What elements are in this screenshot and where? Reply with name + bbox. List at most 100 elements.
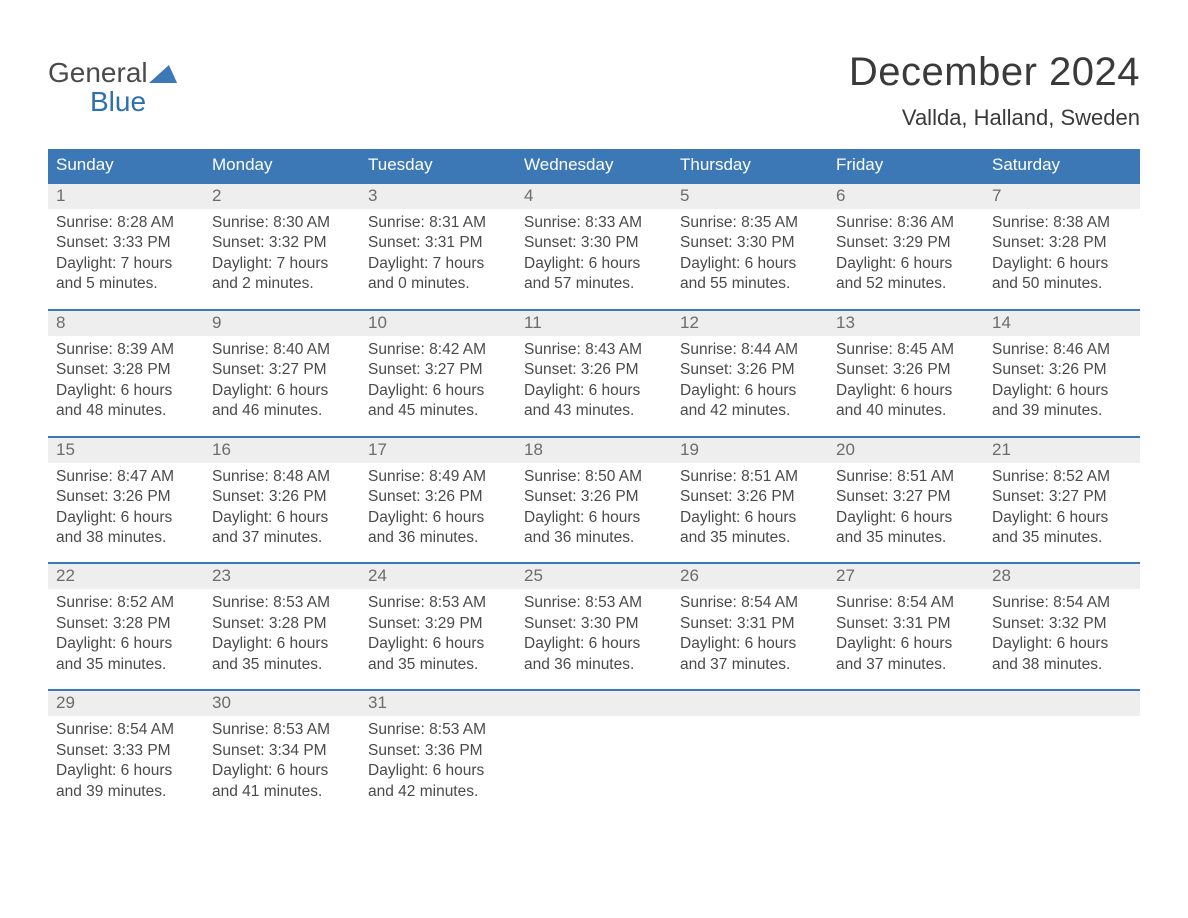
page-subtitle: Vallda, Halland, Sweden	[849, 105, 1140, 131]
day-details: Sunrise: 8:43 AMSunset: 3:26 PMDaylight:…	[522, 336, 666, 422]
sunset-line: Sunset: 3:28 PM	[56, 614, 198, 634]
sunset-line: Sunset: 3:28 PM	[992, 233, 1134, 253]
day-details: Sunrise: 8:30 AMSunset: 3:32 PMDaylight:…	[210, 209, 354, 295]
day-cell: Sunrise: 8:35 AMSunset: 3:30 PMDaylight:…	[672, 209, 828, 295]
daylight-line-2: and 39 minutes.	[992, 401, 1134, 421]
daylight-line-1: Daylight: 6 hours	[56, 761, 198, 781]
day-details	[522, 716, 666, 720]
day-number	[834, 691, 978, 696]
day-number: 10	[366, 311, 510, 336]
daylight-line-1: Daylight: 7 hours	[212, 254, 354, 274]
day-number-cell	[984, 691, 1140, 716]
sunset-line: Sunset: 3:26 PM	[56, 487, 198, 507]
day-details: Sunrise: 8:53 AMSunset: 3:28 PMDaylight:…	[210, 589, 354, 675]
daylight-line-2: and 35 minutes.	[680, 528, 822, 548]
sunrise-line: Sunrise: 8:52 AM	[56, 593, 198, 613]
day-number-cell: 15	[48, 438, 204, 463]
daylight-line-1: Daylight: 6 hours	[680, 381, 822, 401]
day-number-cell: 28	[984, 564, 1140, 589]
daylight-line-1: Daylight: 6 hours	[368, 508, 510, 528]
daylight-line-1: Daylight: 6 hours	[836, 254, 978, 274]
day-number-row: 1234567	[48, 182, 1140, 209]
sunset-line: Sunset: 3:27 PM	[368, 360, 510, 380]
sunset-line: Sunset: 3:26 PM	[680, 360, 822, 380]
day-number: 20	[834, 438, 978, 463]
sunset-line: Sunset: 3:31 PM	[836, 614, 978, 634]
sunrise-line: Sunrise: 8:52 AM	[992, 467, 1134, 487]
sunset-line: Sunset: 3:27 PM	[212, 360, 354, 380]
day-cell: Sunrise: 8:54 AMSunset: 3:32 PMDaylight:…	[984, 589, 1140, 675]
day-body-row: Sunrise: 8:54 AMSunset: 3:33 PMDaylight:…	[48, 716, 1140, 802]
day-cell: Sunrise: 8:36 AMSunset: 3:29 PMDaylight:…	[828, 209, 984, 295]
sunset-line: Sunset: 3:26 PM	[212, 487, 354, 507]
day-number-cell: 7	[984, 184, 1140, 209]
day-number-cell: 31	[360, 691, 516, 716]
day-number: 2	[210, 184, 354, 209]
day-cell	[672, 716, 828, 802]
day-details	[678, 716, 822, 720]
daylight-line-1: Daylight: 6 hours	[992, 508, 1134, 528]
daylight-line-2: and 37 minutes.	[836, 655, 978, 675]
sunset-line: Sunset: 3:27 PM	[836, 487, 978, 507]
sunrise-line: Sunrise: 8:50 AM	[524, 467, 666, 487]
day-cell	[828, 716, 984, 802]
day-details: Sunrise: 8:47 AMSunset: 3:26 PMDaylight:…	[54, 463, 198, 549]
daylight-line-1: Daylight: 6 hours	[524, 254, 666, 274]
logo-flag-icon	[149, 65, 183, 83]
day-number: 25	[522, 564, 666, 589]
day-cell: Sunrise: 8:47 AMSunset: 3:26 PMDaylight:…	[48, 463, 204, 549]
calendar-page: General Blue December 2024 Vallda, Halla…	[0, 0, 1188, 832]
day-number-cell	[672, 691, 828, 716]
sunset-line: Sunset: 3:29 PM	[368, 614, 510, 634]
calendar-week: 22232425262728Sunrise: 8:52 AMSunset: 3:…	[48, 562, 1140, 675]
day-number-cell: 11	[516, 311, 672, 336]
daylight-line-2: and 36 minutes.	[524, 655, 666, 675]
daylight-line-2: and 35 minutes.	[212, 655, 354, 675]
day-details: Sunrise: 8:33 AMSunset: 3:30 PMDaylight:…	[522, 209, 666, 295]
day-cell: Sunrise: 8:53 AMSunset: 3:28 PMDaylight:…	[204, 589, 360, 675]
sunrise-line: Sunrise: 8:44 AM	[680, 340, 822, 360]
daylight-line-2: and 52 minutes.	[836, 274, 978, 294]
sunrise-line: Sunrise: 8:31 AM	[368, 213, 510, 233]
day-number-cell: 10	[360, 311, 516, 336]
daylight-line-2: and 0 minutes.	[368, 274, 510, 294]
day-number: 11	[522, 311, 666, 336]
day-number: 30	[210, 691, 354, 716]
daylight-line-1: Daylight: 6 hours	[368, 634, 510, 654]
sunset-line: Sunset: 3:32 PM	[212, 233, 354, 253]
title-block: December 2024 Vallda, Halland, Sweden	[849, 50, 1140, 131]
day-number-cell: 16	[204, 438, 360, 463]
day-cell: Sunrise: 8:53 AMSunset: 3:34 PMDaylight:…	[204, 716, 360, 802]
sunrise-line: Sunrise: 8:53 AM	[524, 593, 666, 613]
sunset-line: Sunset: 3:29 PM	[836, 233, 978, 253]
day-cell: Sunrise: 8:38 AMSunset: 3:28 PMDaylight:…	[984, 209, 1140, 295]
sunrise-line: Sunrise: 8:54 AM	[992, 593, 1134, 613]
day-number-cell: 24	[360, 564, 516, 589]
day-details: Sunrise: 8:28 AMSunset: 3:33 PMDaylight:…	[54, 209, 198, 295]
day-number-cell: 22	[48, 564, 204, 589]
weekday-header: Wednesday	[516, 149, 672, 182]
sunrise-line: Sunrise: 8:49 AM	[368, 467, 510, 487]
calendar-week: 891011121314Sunrise: 8:39 AMSunset: 3:28…	[48, 309, 1140, 422]
day-cell: Sunrise: 8:52 AMSunset: 3:28 PMDaylight:…	[48, 589, 204, 675]
daylight-line-2: and 35 minutes.	[368, 655, 510, 675]
sunset-line: Sunset: 3:34 PM	[212, 741, 354, 761]
daylight-line-2: and 38 minutes.	[992, 655, 1134, 675]
day-number-cell: 29	[48, 691, 204, 716]
day-number: 3	[366, 184, 510, 209]
day-details: Sunrise: 8:53 AMSunset: 3:36 PMDaylight:…	[366, 716, 510, 802]
weekday-header: Tuesday	[360, 149, 516, 182]
daylight-line-1: Daylight: 6 hours	[368, 381, 510, 401]
day-number-cell: 14	[984, 311, 1140, 336]
daylight-line-1: Daylight: 6 hours	[992, 634, 1134, 654]
sunrise-line: Sunrise: 8:28 AM	[56, 213, 198, 233]
day-body-row: Sunrise: 8:52 AMSunset: 3:28 PM Daylight:…	[48, 589, 1140, 675]
day-cell: Sunrise: 8:49 AMSunset: 3:26 PMDaylight:…	[360, 463, 516, 549]
sunset-line: Sunset: 3:36 PM	[368, 741, 510, 761]
day-number: 23	[210, 564, 354, 589]
daylight-line-1: Daylight: 6 hours	[524, 508, 666, 528]
day-number: 21	[990, 438, 1134, 463]
day-details: Sunrise: 8:35 AMSunset: 3:30 PMDaylight:…	[678, 209, 822, 295]
weekday-header: Sunday	[48, 149, 204, 182]
logo-text-bottom: Blue	[48, 87, 180, 116]
